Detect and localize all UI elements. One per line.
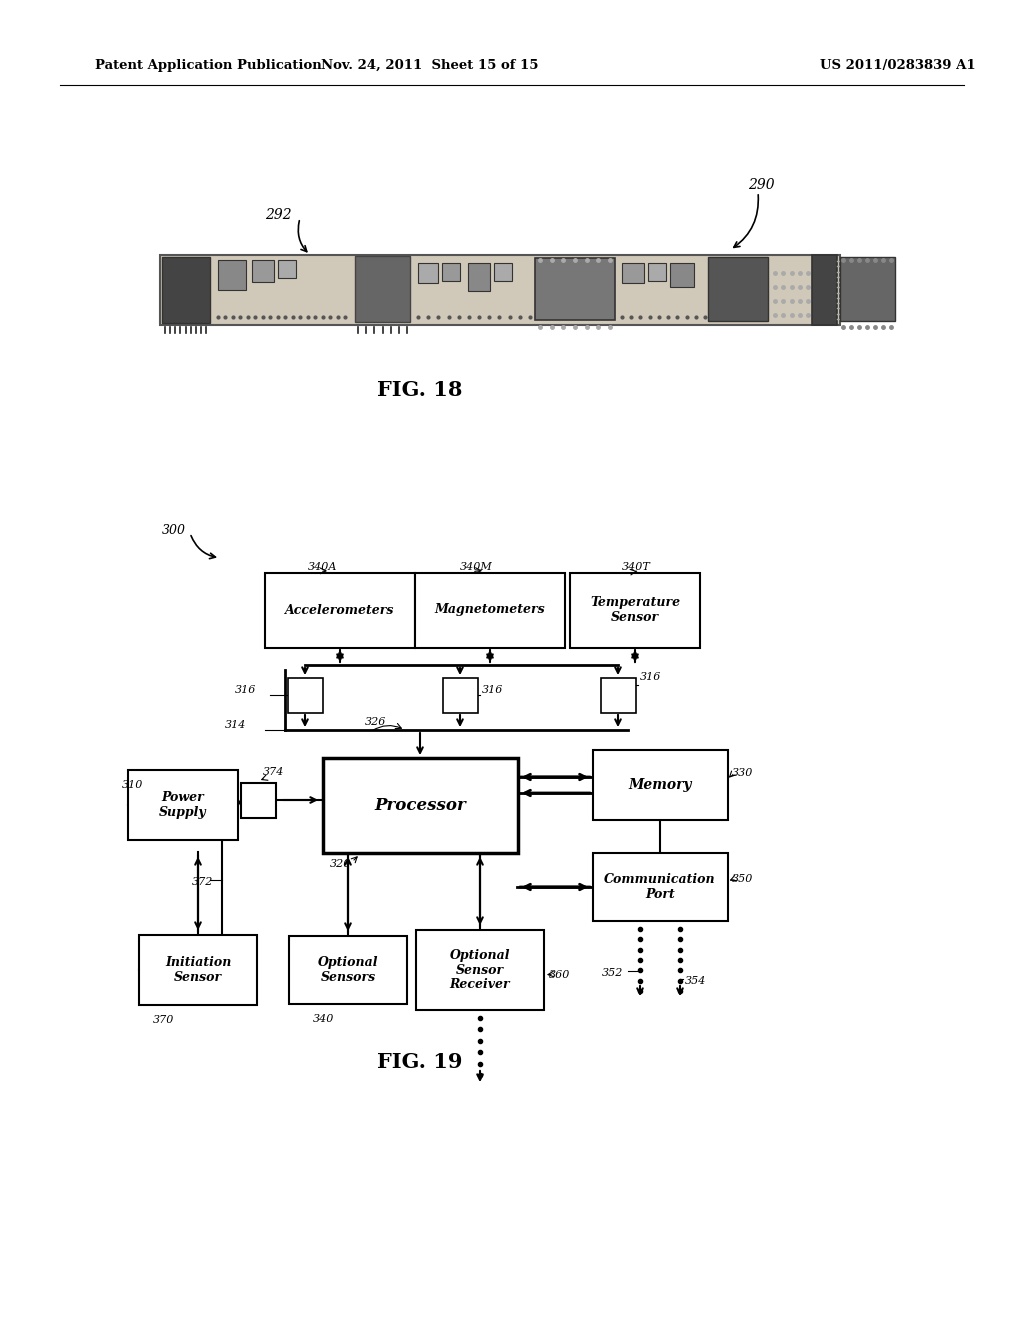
Text: Optional
Sensor
Receiver: Optional Sensor Receiver <box>450 949 510 991</box>
Bar <box>670 263 694 286</box>
Text: 326: 326 <box>365 717 386 727</box>
Text: 370: 370 <box>153 1015 174 1026</box>
Bar <box>812 255 837 325</box>
Text: 354: 354 <box>685 975 707 986</box>
Text: 340M: 340M <box>460 562 493 572</box>
Bar <box>708 257 768 321</box>
Bar <box>593 853 727 921</box>
Text: Accelerometers: Accelerometers <box>286 603 394 616</box>
Text: 320: 320 <box>330 859 351 869</box>
Text: 330: 330 <box>732 768 754 777</box>
Bar <box>648 263 666 281</box>
Bar <box>162 257 210 323</box>
Bar <box>241 783 275 817</box>
Bar <box>570 573 700 648</box>
Bar <box>442 677 477 713</box>
Text: FIG. 18: FIG. 18 <box>377 380 463 400</box>
Text: 372: 372 <box>193 876 213 887</box>
Text: 316: 316 <box>640 672 662 682</box>
Text: 352: 352 <box>602 968 624 978</box>
Bar <box>416 931 544 1010</box>
Text: US 2011/0283839 A1: US 2011/0283839 A1 <box>820 58 976 71</box>
Text: 360: 360 <box>549 970 570 979</box>
Bar <box>323 758 517 853</box>
Text: Initiation
Sensor: Initiation Sensor <box>165 956 231 983</box>
Text: 350: 350 <box>732 874 754 884</box>
Text: 316: 316 <box>482 685 504 696</box>
Bar <box>415 573 565 648</box>
Text: 314: 314 <box>225 719 247 730</box>
Text: Nov. 24, 2011  Sheet 15 of 15: Nov. 24, 2011 Sheet 15 of 15 <box>322 58 539 71</box>
Text: Temperature
Sensor: Temperature Sensor <box>590 597 680 624</box>
Text: 374: 374 <box>263 767 285 777</box>
Text: Magnetometers: Magnetometers <box>434 603 546 616</box>
Text: Communication
Port: Communication Port <box>604 873 716 902</box>
Bar <box>593 750 727 820</box>
Text: Power
Supply: Power Supply <box>159 791 207 818</box>
Bar <box>535 257 615 319</box>
Bar <box>468 263 490 290</box>
Text: 292: 292 <box>265 209 292 222</box>
Bar <box>355 256 410 322</box>
Bar <box>218 260 246 290</box>
Bar <box>622 263 644 282</box>
Bar <box>600 677 636 713</box>
Bar <box>139 935 257 1005</box>
Bar <box>494 263 512 281</box>
Text: Patent Application Publication: Patent Application Publication <box>95 58 322 71</box>
Text: 300: 300 <box>162 524 186 536</box>
Text: 316: 316 <box>234 685 256 696</box>
Bar <box>288 677 323 713</box>
Text: Processor: Processor <box>374 796 466 813</box>
Text: Optional
Sensors: Optional Sensors <box>317 956 378 983</box>
Bar <box>442 263 460 281</box>
Bar <box>418 263 438 282</box>
Text: 340: 340 <box>313 1014 335 1024</box>
Bar <box>252 260 274 282</box>
Text: 340A: 340A <box>308 562 337 572</box>
Bar <box>265 573 415 648</box>
Text: Memory: Memory <box>629 777 692 792</box>
Text: FIG. 19: FIG. 19 <box>377 1052 463 1072</box>
Bar <box>128 770 238 840</box>
Text: 290: 290 <box>748 178 774 191</box>
Bar <box>278 260 296 279</box>
Text: 340T: 340T <box>622 562 650 572</box>
Bar <box>160 255 840 325</box>
Text: 310: 310 <box>122 780 143 789</box>
Bar <box>840 257 895 321</box>
Bar <box>289 936 407 1005</box>
